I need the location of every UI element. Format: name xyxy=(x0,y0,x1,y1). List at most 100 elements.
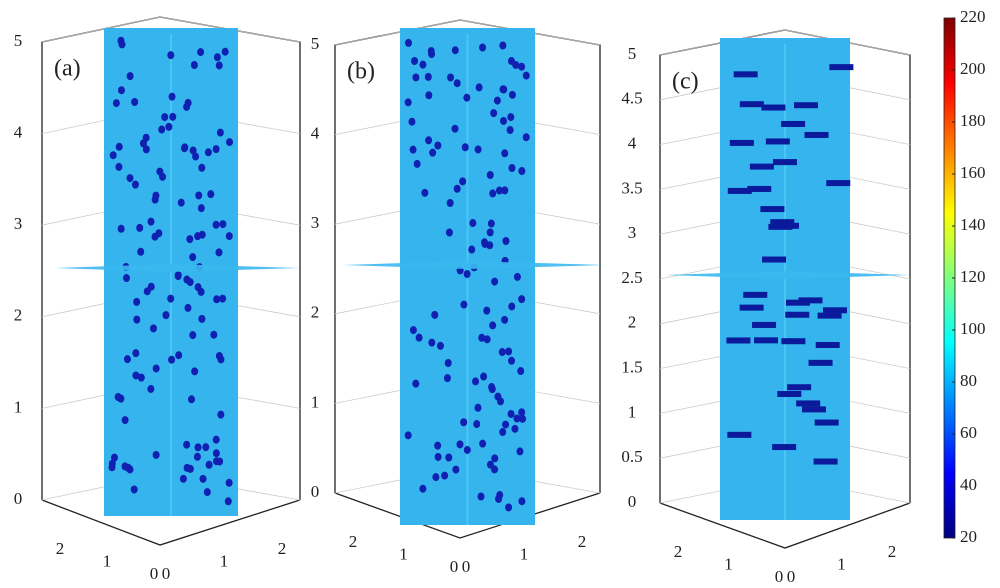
feature xyxy=(429,148,437,157)
feature xyxy=(770,219,795,226)
feature xyxy=(219,220,227,229)
y-tick-label: 1 xyxy=(520,544,529,563)
feature xyxy=(131,98,139,107)
y-tick-label: 2 xyxy=(578,532,587,551)
feature xyxy=(188,395,196,404)
grid-line xyxy=(334,19,601,46)
feature xyxy=(772,444,797,451)
feature xyxy=(796,400,821,407)
feature xyxy=(409,145,417,154)
feature xyxy=(193,452,201,461)
feature xyxy=(460,300,468,309)
feature xyxy=(427,47,435,56)
feature xyxy=(479,43,487,52)
feature xyxy=(137,373,145,382)
x-tick-label: 1 xyxy=(399,544,408,563)
feature xyxy=(511,424,519,433)
feature xyxy=(463,93,471,102)
feature xyxy=(425,136,433,145)
feature xyxy=(495,186,503,195)
feature xyxy=(212,145,220,154)
x-tick-label: 2 xyxy=(674,542,683,561)
feature xyxy=(126,174,134,183)
feature xyxy=(506,125,514,134)
feature xyxy=(213,295,221,304)
feature xyxy=(162,311,170,320)
feature xyxy=(822,307,847,314)
feature xyxy=(502,236,510,245)
feature xyxy=(142,145,150,154)
feature xyxy=(190,61,198,70)
feature xyxy=(202,443,210,452)
feature xyxy=(421,188,429,197)
feature xyxy=(794,102,819,109)
feature xyxy=(505,503,513,512)
feature xyxy=(486,228,494,237)
feature xyxy=(203,488,211,497)
feature xyxy=(132,371,140,380)
feature xyxy=(152,364,160,373)
feature xyxy=(463,270,471,279)
box-edge xyxy=(41,499,301,546)
feature xyxy=(500,85,508,94)
z-tick-label: 5 xyxy=(311,34,320,53)
y-tick-label: 2 xyxy=(278,539,287,558)
feature xyxy=(404,98,412,107)
feature xyxy=(419,60,427,69)
feature xyxy=(217,410,225,419)
z-tick-label: 2 xyxy=(14,306,23,325)
feature xyxy=(798,297,823,304)
feature xyxy=(191,367,199,376)
feature xyxy=(447,73,455,82)
feature xyxy=(175,351,183,360)
feature xyxy=(118,40,126,49)
feature xyxy=(126,72,134,81)
z-tick-label: 3 xyxy=(14,214,23,233)
feature xyxy=(112,99,120,108)
feature xyxy=(518,497,526,506)
feature xyxy=(777,390,802,397)
feature xyxy=(204,148,212,157)
feature xyxy=(151,195,159,204)
feature xyxy=(117,86,125,95)
y-tick-label: 0 xyxy=(787,567,796,586)
feature xyxy=(508,163,516,172)
feature xyxy=(518,62,526,71)
x-tick-label: 0 xyxy=(150,564,159,583)
grid-line xyxy=(659,29,911,56)
feature xyxy=(489,189,497,198)
feature xyxy=(480,372,488,381)
feature xyxy=(781,120,806,127)
feature xyxy=(167,294,175,303)
feature xyxy=(749,163,774,170)
z-tick-label: 4 xyxy=(311,124,320,143)
feature xyxy=(183,440,191,449)
feature xyxy=(451,46,459,55)
feature xyxy=(815,341,840,348)
feature xyxy=(494,392,502,401)
feature xyxy=(434,441,442,450)
feature xyxy=(213,53,221,62)
feature xyxy=(513,272,521,281)
feature xyxy=(469,219,477,228)
x-tick-label: 2 xyxy=(349,532,358,551)
colorbar-tick-label: 180 xyxy=(960,111,986,130)
feature xyxy=(479,439,487,448)
feature xyxy=(474,145,482,154)
feature xyxy=(472,377,480,386)
feature xyxy=(404,38,412,47)
feature xyxy=(501,186,509,195)
feature xyxy=(743,291,768,298)
feature xyxy=(463,445,471,454)
feature xyxy=(499,41,507,50)
y-tick-label: 2 xyxy=(888,542,897,561)
feature xyxy=(415,333,423,342)
feature xyxy=(149,324,157,333)
feature xyxy=(826,180,851,187)
feature xyxy=(490,109,498,118)
feature xyxy=(813,458,838,465)
feature xyxy=(131,180,139,189)
feature xyxy=(155,229,163,238)
feature xyxy=(513,414,521,423)
horizontal-slice xyxy=(343,261,605,269)
